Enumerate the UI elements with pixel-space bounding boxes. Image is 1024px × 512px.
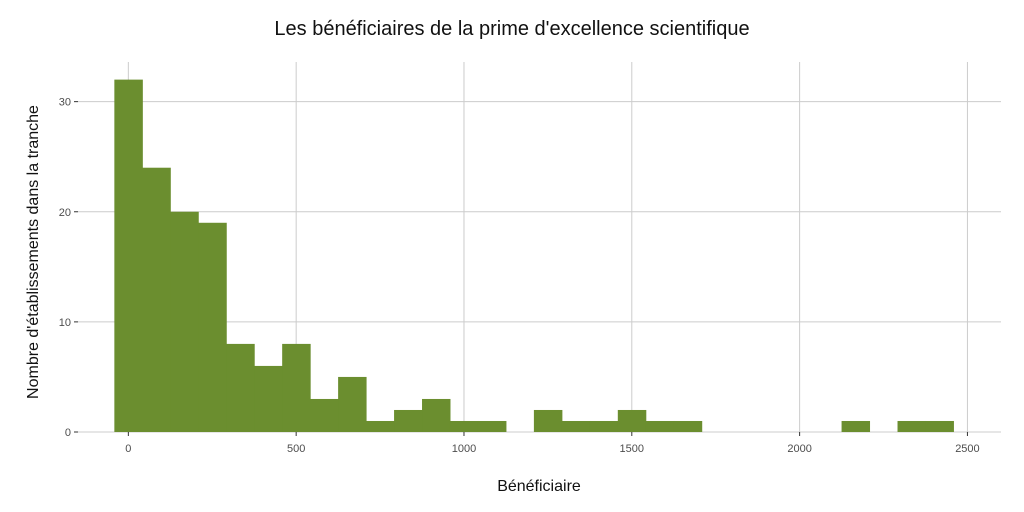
histogram-bar: [310, 398, 339, 432]
x-tick-label: 2500: [955, 443, 979, 455]
y-tick-label: 10: [59, 317, 71, 329]
histogram-bar: [589, 420, 619, 432]
histogram-bar: [645, 420, 675, 432]
histogram-bar: [561, 420, 591, 432]
histogram-bar: [673, 420, 703, 432]
x-tick-label: 1000: [452, 443, 476, 455]
chart-title: Les bénéficiaires de la prime d'excellen…: [274, 18, 750, 40]
y-axis-title: Nombre d'établissements dans la tranche: [25, 105, 42, 399]
histogram-bar: [925, 420, 954, 432]
y-tick-label: 0: [65, 427, 71, 439]
histogram-bar: [533, 409, 563, 432]
histogram-bar: [142, 167, 171, 432]
histogram-bar: [394, 409, 423, 432]
histogram-bar: [366, 420, 395, 432]
x-tick-label: 500: [287, 443, 305, 455]
histogram-bar: [422, 398, 451, 432]
y-tick-label: 20: [59, 207, 71, 219]
histogram-bar: [226, 343, 255, 432]
x-tick-label: 1500: [620, 443, 644, 455]
y-axis-ticks: 0 10 20 30: [59, 97, 78, 439]
histogram-bar: [198, 222, 227, 432]
histogram-bar: [449, 420, 479, 432]
histogram-bar: [282, 343, 311, 432]
histogram-bar: [617, 409, 647, 432]
x-axis-ticks: 0 500 1000 1500 2000 2500: [125, 432, 980, 455]
histogram-bar: [254, 365, 283, 432]
y-tick-label: 30: [59, 97, 71, 109]
x-tick-label: 2000: [787, 443, 811, 455]
histogram-bar: [477, 420, 507, 432]
x-axis-title: Bénéficiaire: [497, 478, 581, 495]
histogram-bar: [170, 211, 199, 432]
histogram-bar: [338, 376, 367, 432]
histogram-bar: [897, 420, 926, 432]
histogram-bars: [114, 79, 954, 432]
histogram-bar: [841, 420, 871, 432]
x-tick-label: 0: [125, 443, 131, 455]
histogram-bar: [114, 79, 143, 432]
